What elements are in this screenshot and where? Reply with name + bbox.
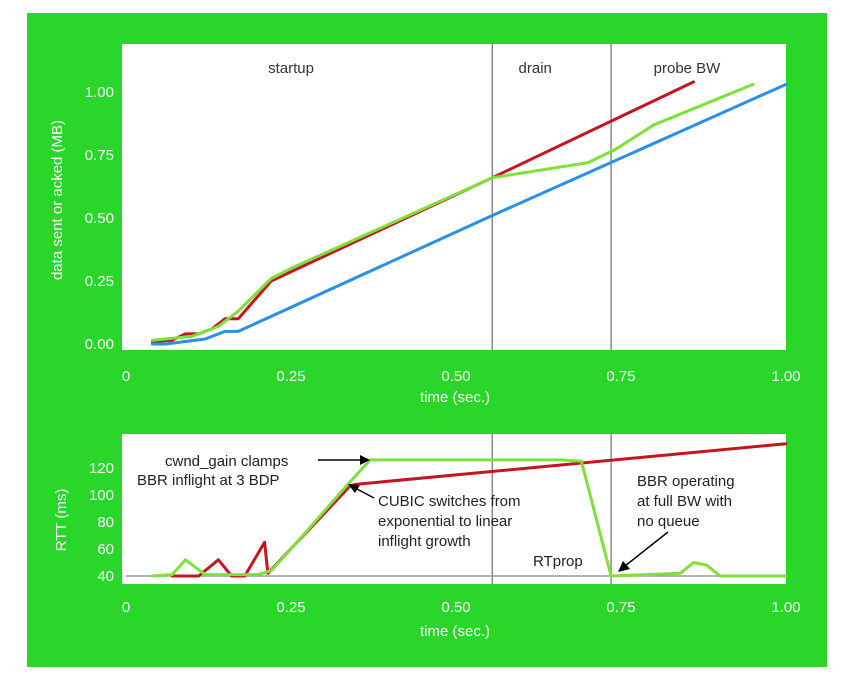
annotation-line: exponential to linear xyxy=(378,513,512,530)
top-y-ticks: 0.00 0.25 0.50 0.75 1.00 xyxy=(85,84,114,353)
svg-text:at full BW with: at full BW with xyxy=(637,493,732,510)
annotation-bbr-full-bw: BBR operating at full BW with no queue xyxy=(618,473,735,572)
top-series xyxy=(150,80,788,346)
bottom-x-axis-label: time (sec.) xyxy=(420,623,490,640)
y-tick-label: 0.50 xyxy=(85,210,114,227)
top-x-axis-label: time (sec.) xyxy=(420,389,490,406)
x-tick-label: 0.25 xyxy=(276,368,305,385)
x-tick-label: 0.50 xyxy=(441,368,470,385)
svg-text:BBR operating: BBR operating xyxy=(637,473,735,490)
phase-label: drain xyxy=(519,60,552,77)
x-tick-label: 0 xyxy=(122,599,130,616)
y-tick-label: 1.00 xyxy=(85,84,114,101)
series-line xyxy=(150,82,755,342)
bottom-x-ticks: 0 0.25 0.50 0.75 1.00 xyxy=(122,599,801,616)
annotation-line: inflight growth xyxy=(378,533,471,550)
top-y-axis-label: data sent or acked (MB) xyxy=(49,120,66,280)
y-tick-label: 100 xyxy=(89,487,114,504)
x-tick-label: 0.75 xyxy=(606,599,635,616)
annotation-cwnd-gain: cwnd_gain clamps BBR inflight at 3 BDP xyxy=(137,453,370,489)
annotation-line: BBR operating xyxy=(637,473,735,490)
annotation-line: CUBIC switches from xyxy=(378,493,521,510)
annotation-cubic-switch: CUBIC switches from exponential to linea… xyxy=(348,484,521,550)
annotation-line: cwnd_gain clamps xyxy=(165,453,288,470)
annotation-line: no queue xyxy=(637,513,700,530)
svg-text:CUBIC switches from: CUBIC switches from xyxy=(378,493,521,510)
x-tick-label: 1.00 xyxy=(771,368,800,385)
annotation-line: BBR inflight at 3 BDP xyxy=(137,472,280,489)
top-x-ticks: 0 0.25 0.50 0.75 1.00 xyxy=(122,368,801,385)
series-line xyxy=(150,82,788,346)
annotation-line: at full BW with xyxy=(637,493,732,510)
top-phase-labels: startup drain probe BW xyxy=(268,60,721,77)
phase-label: probe BW xyxy=(654,60,722,77)
y-tick-label: 0.25 xyxy=(85,273,114,290)
bottom-y-ticks: 40 60 80 100 120 xyxy=(89,460,114,585)
annotation-line: RTprop xyxy=(533,553,583,570)
y-tick-label: 0.75 xyxy=(85,147,114,164)
svg-text:cwnd_gain clamps: cwnd_gain clamps xyxy=(165,453,288,470)
x-tick-label: 0 xyxy=(122,368,130,385)
x-tick-label: 1.00 xyxy=(771,599,800,616)
series-line xyxy=(150,458,788,578)
svg-text:inflight growth: inflight growth xyxy=(378,533,471,550)
y-tick-label: 0.00 xyxy=(85,336,114,353)
svg-text:BBR inflight at 3 BDP: BBR inflight at 3 BDP xyxy=(137,472,280,489)
bottom-y-axis-label: RTT (ms) xyxy=(53,489,70,552)
y-tick-label: 80 xyxy=(97,514,114,531)
x-tick-label: 0.50 xyxy=(441,599,470,616)
y-tick-label: 120 xyxy=(89,460,114,477)
y-tick-label: 60 xyxy=(97,541,114,558)
x-tick-label: 0.75 xyxy=(606,368,635,385)
y-tick-label: 40 xyxy=(97,568,114,585)
phase-label: startup xyxy=(268,60,314,77)
svg-text:exponential to linear: exponential to linear xyxy=(378,513,512,530)
x-tick-label: 0.25 xyxy=(276,599,305,616)
top-phase-lines xyxy=(491,44,612,350)
svg-text:no queue: no queue xyxy=(637,513,700,530)
annotation-rtprop: RTprop xyxy=(533,553,583,570)
